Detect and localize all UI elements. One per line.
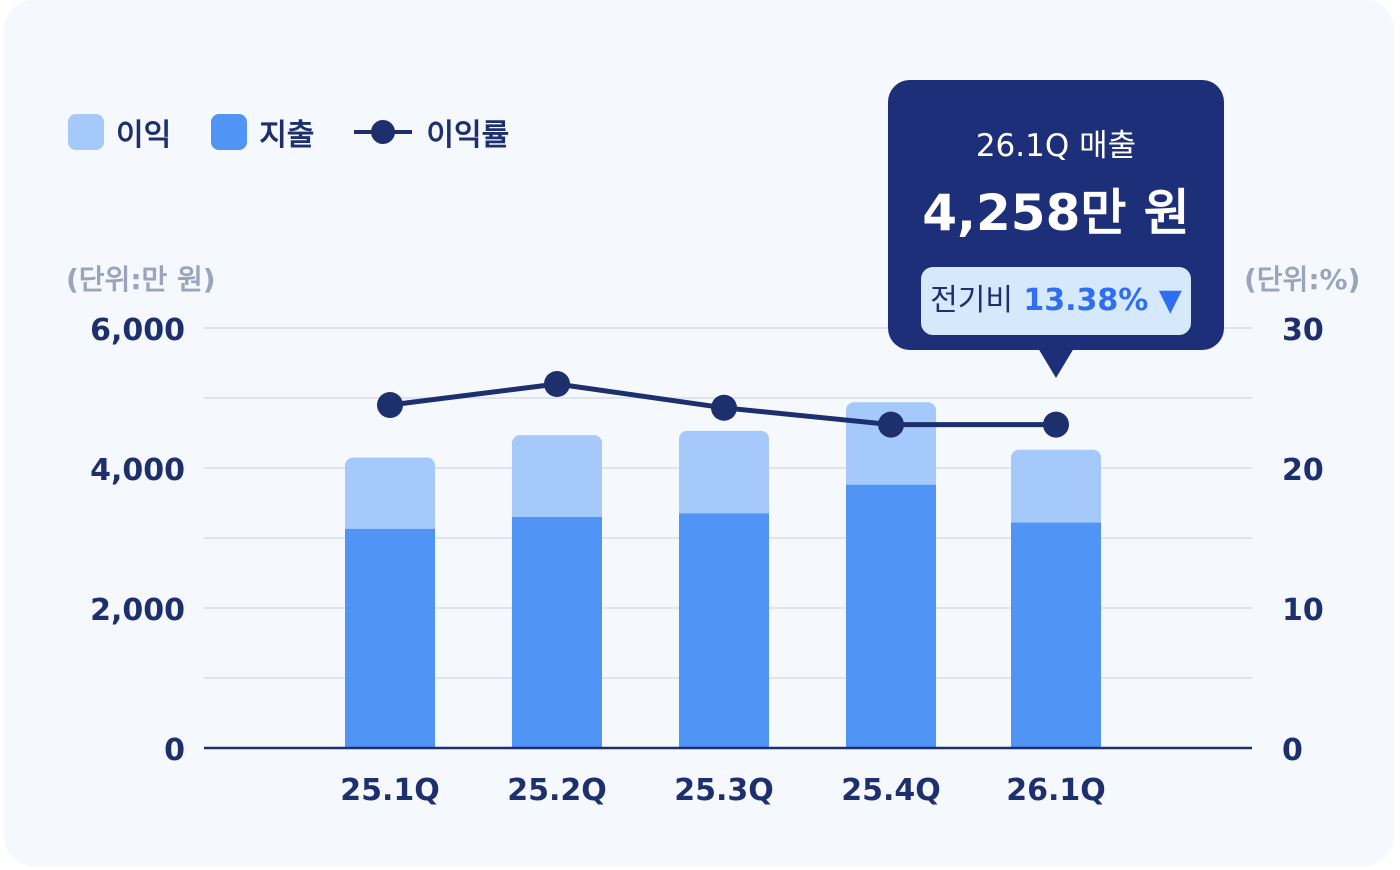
y-tick-label: 2,000 xyxy=(90,593,185,628)
y2-tick-label: 20 xyxy=(1282,453,1324,488)
x-tick-label: 25.3Q xyxy=(674,773,774,808)
margin-point xyxy=(878,411,904,438)
y-tick-label: 6,000 xyxy=(90,313,185,348)
legend-label-expense: 지출 xyxy=(259,118,315,153)
x-tick-label: 25.4Q xyxy=(841,773,941,808)
margin-point xyxy=(711,394,737,421)
y-tick-label: 4,000 xyxy=(90,453,185,488)
y2-tick-label: 10 xyxy=(1282,593,1324,628)
legend: 이익 지출 이익률 xyxy=(68,110,549,154)
legend-label-profit: 이익 xyxy=(116,118,172,153)
change-badge: 전기비 13.38% ▼ xyxy=(921,267,1191,335)
legend-label-margin: 이익률 xyxy=(426,118,510,153)
profit-bar xyxy=(679,430,769,522)
y-tick-label: 0 xyxy=(164,733,185,768)
margin-point xyxy=(377,392,403,418)
expense-bar xyxy=(1011,522,1101,748)
legend-item-margin[interactable]: 이익률 xyxy=(354,110,509,154)
badge-prefix: 전기비 xyxy=(930,283,1013,318)
profit-bar xyxy=(345,457,435,537)
badge-value: 13.38% xyxy=(1023,283,1149,318)
y2-tick-label: 0 xyxy=(1282,733,1303,768)
expense-bar xyxy=(345,528,435,748)
margin-point xyxy=(544,371,570,397)
down-arrow-icon: ▼ xyxy=(1158,283,1182,318)
y2-tick-label: 30 xyxy=(1282,313,1324,348)
legend-item-profit[interactable]: 이익 xyxy=(68,110,171,154)
tooltip-value: 4,258만 원 xyxy=(922,184,1190,242)
left-axis-unit: (단위:만 원) xyxy=(66,263,216,296)
profit-swatch xyxy=(68,114,104,150)
expense-bar xyxy=(679,513,769,748)
expense-bar xyxy=(846,484,936,748)
line-marker-icon xyxy=(354,114,413,150)
profit-bar xyxy=(512,435,602,525)
x-tick-label: 25.1Q xyxy=(340,773,440,808)
x-tick-label: 26.1Q xyxy=(1006,773,1106,808)
x-tick-label: 25.2Q xyxy=(507,773,607,808)
expense-swatch xyxy=(211,114,248,150)
right-axis-unit: (단위:%) xyxy=(1244,263,1361,296)
margin-point xyxy=(1043,411,1069,438)
legend-item-expense[interactable]: 지출 xyxy=(211,110,314,154)
tooltip: 26.1Q 매출 4,258만 원 전기비 13.38% ▼ xyxy=(888,80,1224,378)
tooltip-title: 26.1Q 매출 xyxy=(975,128,1137,164)
expense-bar xyxy=(512,517,602,748)
profit-bar xyxy=(1011,449,1101,531)
